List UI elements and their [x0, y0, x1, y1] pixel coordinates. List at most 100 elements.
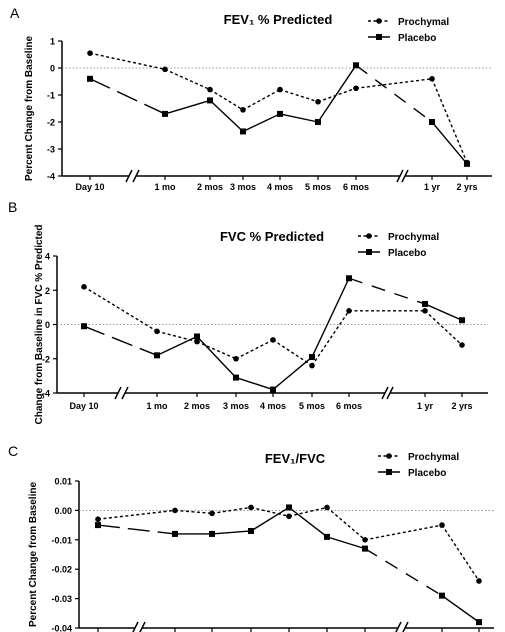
data-point-square [87, 75, 93, 82]
data-point-circle [429, 76, 435, 82]
chart-panel-c: C FEV₁/FVC Percent Change from Baseline 0.0… [8, 443, 494, 632]
y-tick-label: -1 [47, 91, 55, 101]
series-line-segment [89, 78, 166, 115]
legend-label: Placebo [388, 248, 426, 259]
x-tick-label: 6 mos [343, 182, 369, 192]
data-point-square [95, 522, 101, 529]
series-placebo [87, 62, 470, 167]
series-line-segment [424, 303, 463, 321]
series-line-segment [242, 113, 281, 133]
legend: Prochymal Placebo [378, 452, 459, 479]
axis-break-mark [139, 621, 146, 632]
series-line-segment [89, 52, 166, 71]
data-point-circle [87, 50, 93, 56]
data-point-circle [422, 308, 428, 314]
data-point-circle [233, 355, 239, 362]
series-line-segment [355, 78, 433, 89]
legend-marker-circle [386, 453, 392, 459]
series-line-segment [211, 506, 252, 515]
data-point-square [309, 354, 315, 361]
data-point-square [346, 275, 352, 282]
data-point-circle [277, 86, 283, 93]
series-line-segment [441, 524, 480, 582]
series-line-segment [272, 356, 313, 391]
axis-break-mark [395, 621, 402, 632]
y-axis-label: Percent Change from Baseline [28, 482, 39, 627]
series-line-segment [83, 325, 158, 356]
y-tick-label: 1 [50, 37, 55, 47]
data-point-square [324, 533, 330, 540]
x-tick-label: 2 yrs [451, 401, 472, 411]
series-line-segment [209, 89, 244, 111]
series-line-segment [288, 506, 328, 538]
y-tick-label: -4 [42, 389, 50, 399]
data-point-square [353, 62, 359, 69]
series-line-segment [326, 536, 366, 550]
series-prochymal [87, 50, 470, 166]
data-point-circle [362, 537, 368, 543]
series-line-segment [279, 113, 319, 123]
series-line-segment [348, 277, 426, 305]
series-line-segment [364, 524, 443, 541]
series-line-segment [311, 277, 350, 358]
y-tick-label: -4 [47, 172, 55, 182]
chart-title: FEV₁/FVC [265, 451, 326, 466]
x-tick-label: 2 mos [197, 182, 223, 192]
data-point-square [315, 119, 321, 125]
series-line-segment [431, 121, 468, 165]
y-tick-label: 4 [45, 252, 50, 262]
series-line-segment [211, 530, 252, 535]
y-tick-label: 0 [45, 320, 50, 330]
data-point-square [277, 110, 283, 117]
x-tick-label: 5 mos [299, 401, 325, 411]
chart-title: FEV₁ % Predicted [224, 12, 333, 27]
y-tick-label: -2 [47, 118, 55, 128]
data-point-square [286, 504, 292, 511]
legend-label: Prochymal [408, 452, 459, 463]
panel-letter: C [8, 443, 18, 459]
y-axis-label: Change from Baseline in FVC % Predicted [34, 224, 45, 424]
series-line-segment [164, 68, 211, 91]
y-axis-label: Percent Change from Baseline [24, 36, 35, 181]
legend: Prochymal Placebo [368, 17, 449, 44]
series-line-segment [164, 99, 211, 115]
data-point-circle [439, 522, 445, 528]
y-tick-label: 0 [50, 64, 55, 74]
data-point-circle [154, 328, 160, 335]
y-tick-label: -2 [42, 354, 50, 364]
legend-marker-circle [366, 233, 372, 239]
x-tick-label: 1 yr [417, 401, 434, 411]
y-tick-label: 0.00 [54, 506, 72, 516]
axis-break-mark [132, 621, 139, 632]
axis-break-mark [132, 169, 140, 183]
chart-title: FVC % Predicted [220, 229, 324, 244]
data-point-square [362, 545, 368, 552]
chart-panel-b: B FVC % Predicted Change from Baseline in … [8, 199, 488, 425]
data-point-circle [324, 504, 330, 511]
x-tick-label: 1 mo [154, 182, 176, 192]
data-point-square [194, 333, 200, 340]
data-point-square [422, 300, 428, 307]
data-point-circle [459, 342, 465, 348]
series-line-segment [326, 506, 366, 541]
data-point-circle [162, 66, 168, 73]
series-line-segment [156, 335, 198, 356]
y-tick-label: -0.04 [51, 624, 72, 632]
x-tick-label: 2 yrs [456, 182, 477, 192]
axis-break-mark [125, 169, 133, 183]
data-point-circle [172, 507, 178, 514]
y-tick-label: 2 [45, 286, 50, 296]
data-point-circle [309, 362, 315, 369]
legend-marker-circle [376, 18, 382, 24]
x-tick-label: Day 10 [75, 182, 104, 192]
x-tick-label: 5 mos [305, 182, 331, 192]
data-point-circle [353, 85, 359, 92]
x-tick-label: 6 mos [336, 401, 362, 411]
data-point-square [81, 323, 87, 330]
data-point-square [476, 619, 482, 626]
x-tick-label: Day 10 [69, 401, 98, 411]
series-line-segment [250, 506, 290, 532]
data-point-circle [270, 337, 276, 343]
series-line-segment [441, 595, 480, 623]
data-point-square [464, 160, 470, 167]
